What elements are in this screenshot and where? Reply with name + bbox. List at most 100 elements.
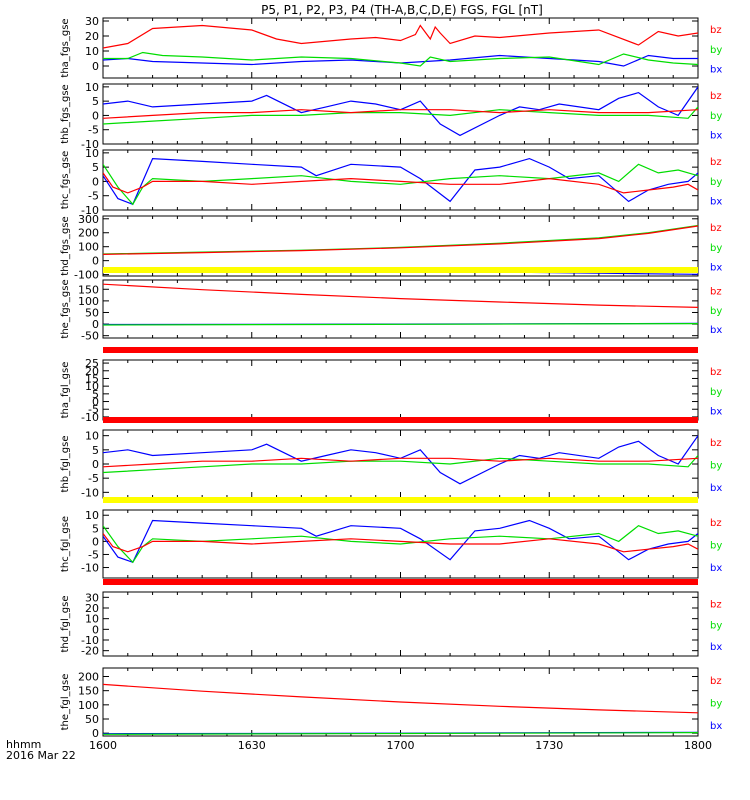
y-tick-label: -10 — [81, 634, 99, 647]
y-tick-label: 0 — [92, 458, 99, 471]
legend-bx: bx — [710, 563, 722, 574]
y-tick-label: 25 — [85, 357, 99, 370]
y-axis-label: thb_fgl_gse — [60, 436, 71, 493]
legend-bz: bz — [710, 600, 722, 611]
y-tick-label: -5 — [88, 403, 99, 416]
series-bz-line — [103, 283, 698, 308]
y-tick-label: 300 — [78, 213, 99, 226]
legend-bx: bx — [710, 197, 722, 208]
legend-by: by — [710, 111, 722, 122]
y-tick-label: 0 — [92, 535, 99, 548]
panel-frame-5 — [102, 359, 699, 421]
y-axis-label: thc_fgs_gse — [60, 151, 71, 210]
legend-by: by — [710, 461, 722, 472]
y-tick-label: 5 — [92, 522, 99, 535]
series-bz-line — [103, 24, 698, 49]
legend-by: by — [710, 387, 722, 398]
series-by-line — [103, 731, 698, 735]
y-tick-label: -5 — [88, 190, 99, 203]
series-bx-line — [103, 519, 698, 564]
legend-by: by — [710, 621, 722, 632]
legend-bx: bx — [710, 407, 722, 418]
no-data-bar-5 — [103, 347, 698, 353]
series-group-6 — [103, 435, 698, 485]
legend-bz: bz — [710, 91, 722, 102]
legend-bx: bx — [710, 642, 722, 653]
series-bz-line — [103, 109, 698, 119]
legend-by: by — [710, 306, 722, 317]
y-tick-label: 10 — [85, 81, 99, 94]
y-tick-label: 50 — [85, 713, 99, 726]
y-tick-label: 20 — [85, 365, 99, 378]
y-tick-label: -10 — [81, 138, 99, 151]
y-axis-label: tha_fgs_gse — [60, 18, 71, 77]
y-tick-label: 5 — [92, 444, 99, 457]
no-data-bar-8 — [103, 579, 698, 585]
y-tick-label: 200 — [78, 227, 99, 240]
y-axis-label: thc_fgl_gse — [60, 516, 71, 572]
series-group-4 — [103, 283, 698, 326]
series-group-9 — [103, 683, 698, 735]
legend-bz: bz — [710, 367, 722, 378]
x-tick-label: 1700 — [387, 739, 415, 752]
panel-frame-8 — [102, 591, 699, 657]
y-tick-label: -20 — [81, 645, 99, 658]
legend-bz: bz — [710, 676, 722, 687]
series-by-line — [103, 455, 698, 474]
x-tick-label: 1800 — [684, 739, 712, 752]
y-tick-label: 30 — [85, 591, 99, 604]
time-axis: 1600 1630 1700 1730 1800 — [89, 739, 712, 752]
y-axis-label: thb_fgs_gse — [60, 84, 71, 143]
y-tick-label: 100 — [78, 699, 99, 712]
y-tick-label: 5 — [92, 161, 99, 174]
y-axis-label: tha_fgl_gse — [60, 362, 71, 419]
panel-frame-1 — [102, 83, 699, 145]
y-tick-label: 15 — [85, 372, 99, 385]
y-tick-label: 0 — [92, 318, 99, 331]
y-tick-label: 0 — [92, 396, 99, 409]
y-tick-label: 0 — [92, 623, 99, 636]
legend-bx: bx — [710, 131, 722, 142]
time-format-label: hhmm — [6, 738, 41, 751]
y-axis-label: the_fgl_gse — [60, 674, 71, 731]
legend-bx: bx — [710, 65, 722, 76]
series-group-7 — [103, 519, 698, 564]
y-tick-label: 150 — [78, 283, 99, 296]
y-tick-label: 30 — [85, 15, 99, 28]
series-bz-line — [103, 172, 698, 194]
legend-by: by — [710, 243, 722, 254]
series-group-3 — [103, 224, 698, 275]
panel-frame-2 — [102, 149, 699, 211]
x-tick-label: 1630 — [238, 739, 266, 752]
y-tick-label: 10 — [85, 509, 99, 522]
legend-by: by — [710, 699, 722, 710]
y-tick-label: -10 — [81, 562, 99, 575]
y-axis-label: thd_fgs_gse — [60, 216, 71, 275]
x-tick-label: 1730 — [535, 739, 563, 752]
no-data-bar-7 — [103, 497, 698, 503]
y-tick-label: -5 — [88, 472, 99, 485]
panel-frame-0 — [102, 17, 699, 79]
legend-bz: bz — [710, 518, 722, 529]
y-tick-label: 0 — [92, 255, 99, 268]
series-bz-line — [103, 683, 698, 714]
series-by-line — [103, 224, 698, 255]
series-by-line — [103, 51, 698, 67]
legend-bz: bz — [710, 438, 722, 449]
legend-by: by — [710, 177, 722, 188]
plot-title: P5, P1, P2, P3, P4 (TH-A,B,C,D,E) FGS, F… — [261, 3, 543, 17]
legend-bx: bx — [710, 263, 722, 274]
series-bz-line — [103, 533, 698, 553]
legend-bz: bz — [710, 157, 722, 168]
y-tick-label: -5 — [88, 124, 99, 137]
legend-bz: bz — [710, 25, 722, 36]
y-tick-label: -5 — [88, 548, 99, 561]
legend-by: by — [710, 45, 722, 56]
series-bz-line — [103, 225, 698, 255]
